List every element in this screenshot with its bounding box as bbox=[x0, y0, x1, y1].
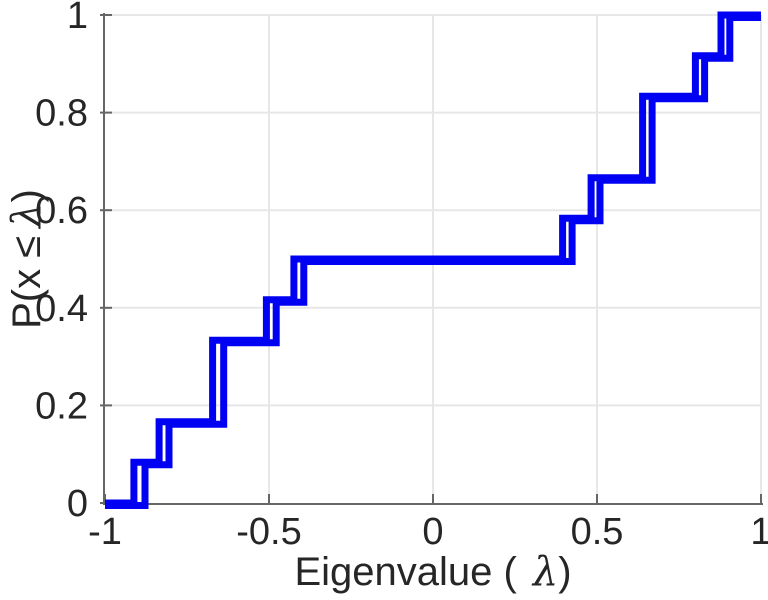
x-tick-label: -0.5 bbox=[236, 511, 301, 553]
y-axis-label-close: ) bbox=[5, 189, 49, 203]
y-tick-label: 0.4 bbox=[35, 288, 88, 330]
y-tick-label: 0.2 bbox=[35, 385, 88, 427]
x-tick-label: -1 bbox=[88, 511, 122, 553]
y-tick-label: 0.6 bbox=[35, 190, 88, 232]
y-axis-label-text: P(x ≤ bbox=[5, 235, 49, 329]
x-axis-label-text: Eigenvalue ( bbox=[294, 550, 517, 594]
x-axis-label: Eigenvalue ( λ) bbox=[294, 552, 571, 592]
y-tick-label: 0.8 bbox=[35, 93, 88, 135]
y-axis-label: P(x ≤ λ) bbox=[4, 189, 50, 329]
lambda-symbol: λ bbox=[4, 202, 50, 228]
y-tick-label: 0 bbox=[67, 483, 88, 525]
ecdf-curve-2 bbox=[105, 14, 761, 509]
x-tick-label: 1 bbox=[750, 511, 768, 553]
y-tick-label: 1 bbox=[67, 0, 88, 37]
lambda-symbol: λ bbox=[532, 549, 559, 595]
x-tick-label: 0.5 bbox=[571, 511, 624, 553]
x-axis-label-close: ) bbox=[558, 550, 572, 594]
x-tick-label: 0 bbox=[422, 511, 443, 553]
